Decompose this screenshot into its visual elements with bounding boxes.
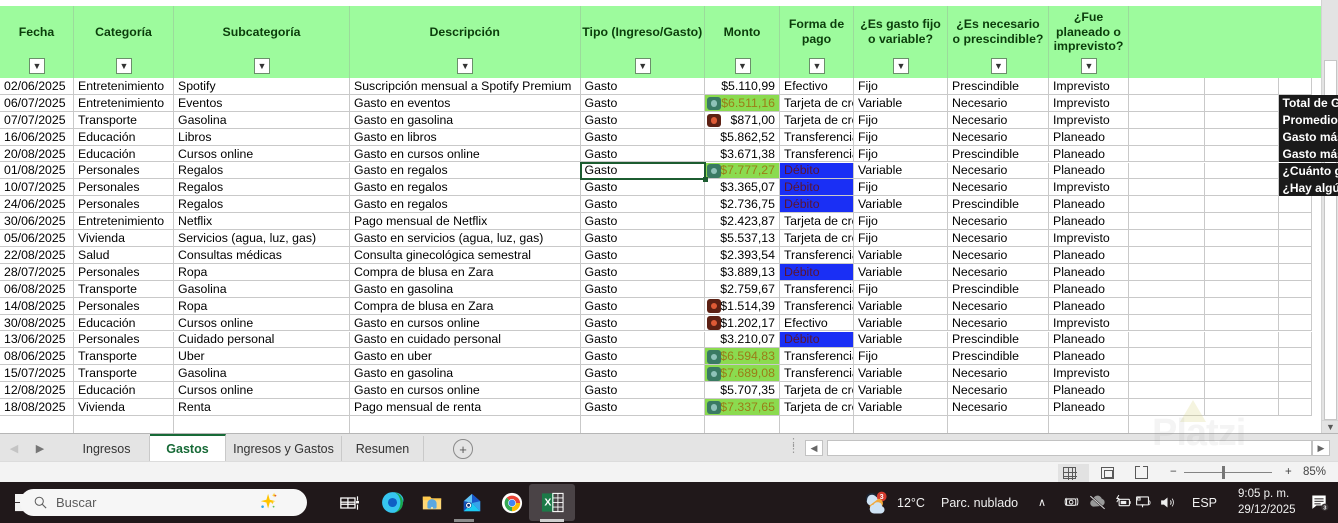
svg-text:X: X	[544, 497, 551, 509]
